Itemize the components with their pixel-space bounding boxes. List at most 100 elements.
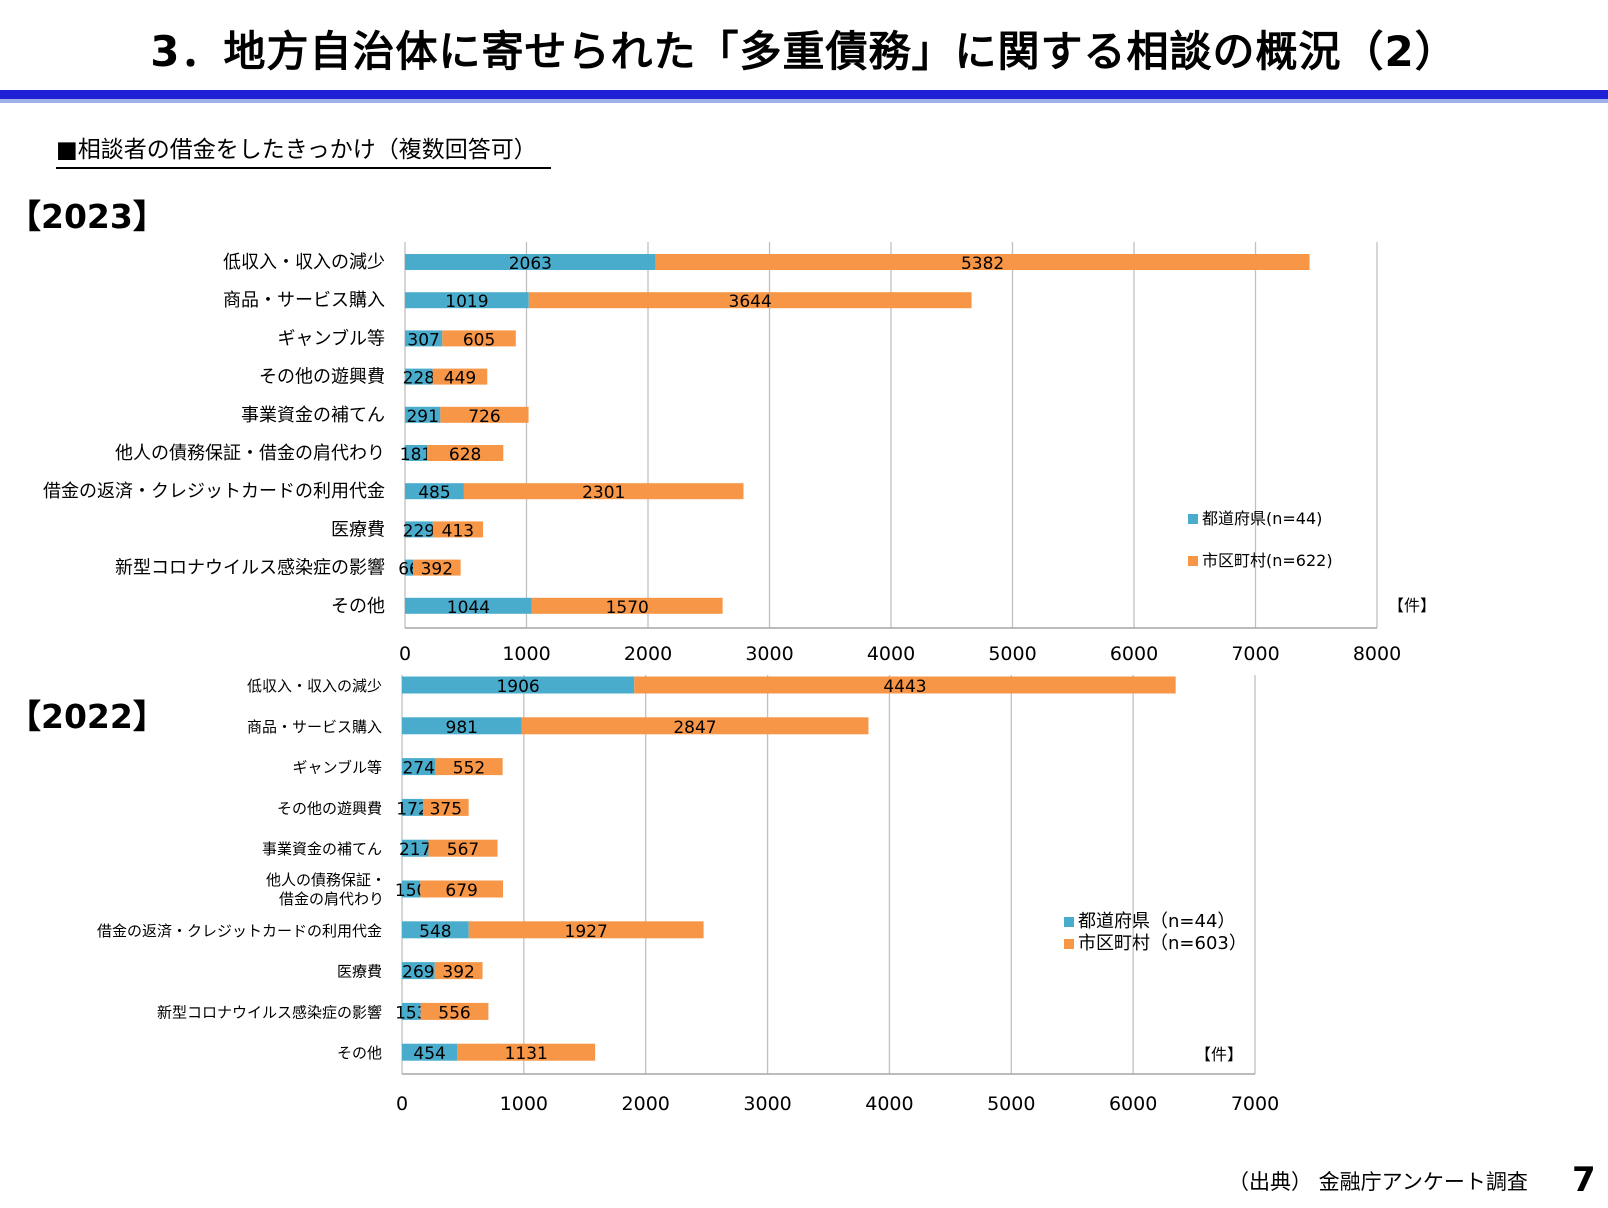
chart-2022-bar-prefecture	[402, 1043, 458, 1061]
chart-2023-bar-prefecture	[405, 406, 441, 423]
chart-2022-x-tick-label: 3000	[743, 1093, 791, 1115]
chart-2023-data-label: 628	[449, 445, 481, 465]
chart-2023-x-tick-label: 0	[399, 643, 411, 665]
chart-2023-category-label: 借金の返済・クレジットカードの利用代金	[43, 481, 385, 502]
chart-2023-legend-swatch	[1188, 556, 1198, 566]
chart-2023-x-tick-label: 4000	[867, 643, 915, 665]
year-label-2022: 【2022】	[8, 697, 166, 736]
title-rule-shadow	[0, 99, 1608, 103]
chart-2023-data-label: 726	[468, 407, 500, 427]
section-subtitle: ■相談者の借金をしたきっかけ（複数回答可）	[56, 130, 551, 169]
chart-2022-legend-label: 市区町村（n=603）	[1078, 933, 1247, 954]
chart-2022-bar-prefecture	[402, 676, 635, 694]
chart-2023-bar-prefecture	[405, 597, 532, 614]
chart-2023-bar-municipality	[528, 292, 972, 309]
chart-2022-data-label: 217	[399, 840, 431, 860]
chart-2023-category-label: 事業資金の補てん	[241, 405, 385, 426]
chart-2022-legend-label: 都道府県（n=44）	[1078, 911, 1235, 932]
year-label-2023: 【2023】	[8, 197, 166, 236]
chart-2023-legend-label: 都道府県(n=44)	[1202, 509, 1322, 528]
chart-2022-data-label: 567	[447, 840, 479, 860]
chart-2022-data-label: 269	[402, 963, 434, 983]
chart-2023-data-label: 413	[442, 521, 474, 541]
chart-2022-category-label: 低収入・収入の減少	[247, 677, 382, 695]
chart-2023-bar-prefecture	[405, 292, 529, 309]
chart-2023-bar-prefecture	[405, 445, 427, 461]
chart-2023-bar-prefecture	[405, 521, 433, 538]
chart-2022-x-tick-label: 2000	[622, 1093, 670, 1115]
chart-2022-x-tick-label: 5000	[987, 1093, 1035, 1115]
chart-2022-category-label: 借金の返済・クレジットカードの利用代金	[97, 922, 382, 940]
chart-2022-bar-prefecture	[402, 798, 423, 816]
chart-2023-data-label: 2301	[582, 483, 625, 503]
chart-2023-x-tick-label: 8000	[1353, 643, 1401, 665]
chart-2023-data-label: 449	[444, 369, 476, 389]
chart-2023-data-label: 2063	[509, 254, 552, 274]
chart-2023-data-label: 229	[403, 521, 435, 541]
page-title: 3．地方自治体に寄せられた「多重債務」に関する相談の概況（2）	[150, 27, 1458, 76]
chart-2023-bar-prefecture	[405, 559, 414, 576]
chart-2022-data-label: 1906	[496, 677, 539, 697]
chart-2023-bar-municipality	[440, 406, 529, 423]
chart-2022-data-label: 556	[438, 1003, 470, 1023]
chart-2022-bar-municipality	[634, 676, 1176, 694]
chart-2022-x-tick-label: 4000	[865, 1093, 913, 1115]
chart-2023-bar-municipality	[442, 330, 516, 347]
chart-2022-bar-prefecture	[402, 717, 522, 735]
chart-2023-bar-municipality	[531, 597, 723, 614]
chart-2023-category-label: その他	[331, 596, 385, 617]
chart-2023-bar-municipality	[432, 368, 488, 385]
chart-2022-data-label: 274	[402, 759, 434, 779]
chart-2023-bar-municipality	[413, 559, 461, 576]
chart-2022-data-label: 150	[395, 881, 427, 901]
chart-2022-data-label: 172	[396, 799, 428, 819]
chart-2023-x-tick-label: 1000	[502, 643, 550, 665]
chart-2022-unit-label: 【件】	[1195, 1045, 1243, 1064]
chart-2023-x-tick-label: 7000	[1231, 643, 1279, 665]
chart-2023-bar-prefecture	[405, 330, 443, 347]
chart-2023-x-tick-label: 3000	[745, 643, 793, 665]
chart-2023-x-tick-label: 2000	[624, 643, 672, 665]
chart-2023-category-label: 新型コロナウイルス感染症の影響	[115, 558, 385, 579]
chart-2023-category-label: その他の遊興費	[259, 367, 385, 388]
chart-2022-legend-swatch	[1064, 939, 1074, 949]
chart-2023-data-label: 1019	[445, 292, 488, 312]
source-note: （出典） 金融庁アンケート調査	[1228, 1170, 1528, 1194]
chart-2022-data-label: 981	[446, 718, 478, 738]
chart-2022-bar-municipality	[457, 1043, 596, 1061]
chart-2022-data-label: 153	[395, 1003, 427, 1023]
chart-2023-legend-label: 市区町村(n=622)	[1202, 551, 1333, 570]
chart-2023-data-label: 392	[421, 560, 453, 580]
chart-2023-data-label: 228	[403, 369, 435, 389]
chart-2023-x-tick-label: 5000	[988, 643, 1036, 665]
chart-2023-data-label: 605	[463, 330, 495, 350]
chart-2023-data-label: 5382	[961, 254, 1004, 274]
chart-2023-category-label: 商品・サービス購入	[223, 290, 385, 311]
chart-2022-data-label: 4443	[883, 677, 926, 697]
chart-2022-data-label: 375	[430, 799, 462, 819]
chart-2022-category-label: ギャンブル等	[292, 759, 382, 777]
chart-2022-bar-municipality	[420, 880, 504, 898]
chart-2023-category-label: ギャンブル等	[278, 327, 385, 349]
chart-2022-category-label: その他	[337, 1044, 382, 1062]
chart-2023-category-label: 医療費	[331, 519, 385, 540]
chart-2023-legend-swatch	[1188, 514, 1198, 524]
chart-2022-data-label: 1927	[565, 922, 608, 942]
chart-2022-x-tick-label: 0	[396, 1093, 408, 1115]
chart-2023-bar-municipality	[463, 483, 744, 500]
chart-2022-category-label: 借金の肩代わり	[279, 890, 384, 908]
chart-2023-bar-municipality	[426, 445, 504, 461]
chart-2023-bar-municipality	[432, 521, 484, 538]
chart-2023-bar-prefecture	[405, 368, 433, 385]
chart-2023-bar-prefecture	[405, 483, 464, 500]
chart-2022-bar-prefecture	[402, 880, 421, 898]
chart-2022-category-label: その他の遊興費	[277, 799, 382, 817]
chart-2023-x-tick-label: 6000	[1110, 643, 1158, 665]
chart-2023-data-label: 291	[406, 407, 438, 427]
chart-2022-category-label: 商品・サービス購入	[247, 718, 382, 736]
chart-2023-data-label: 307	[407, 330, 439, 350]
chart-2022-bar-municipality	[422, 798, 469, 816]
chart-2022-category-label: 新型コロナウイルス感染症の影響	[157, 1003, 382, 1021]
chart-2023-data-label: 181	[400, 445, 432, 465]
